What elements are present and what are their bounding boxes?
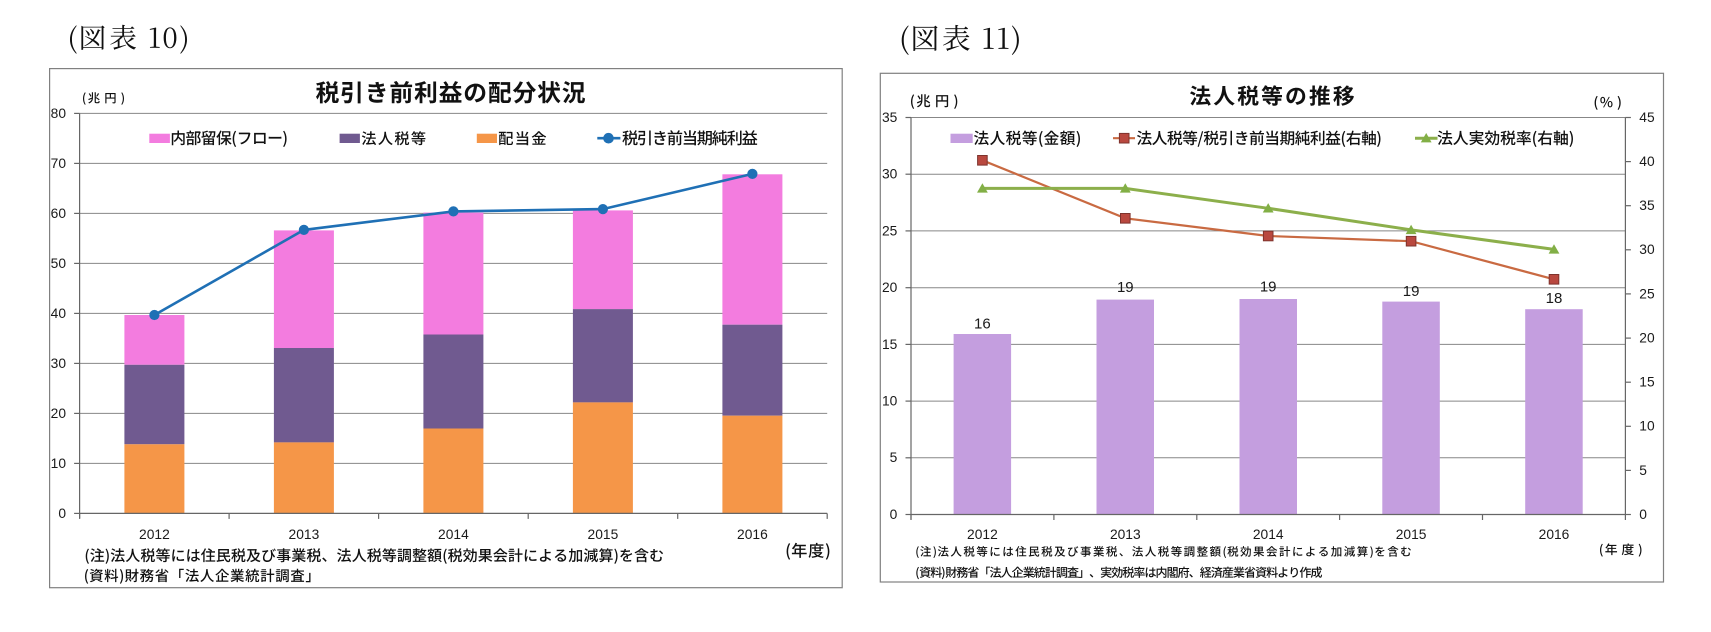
svg-text:2012: 2012 (967, 527, 998, 542)
svg-text:2014: 2014 (438, 527, 469, 542)
svg-text:2013: 2013 (289, 527, 320, 542)
svg-text:35: 35 (1639, 198, 1655, 213)
svg-text:25: 25 (882, 223, 898, 238)
svg-text:25: 25 (1639, 286, 1655, 301)
svg-text:15: 15 (1639, 375, 1655, 390)
svg-text:20: 20 (51, 406, 67, 421)
svg-text:30: 30 (51, 356, 67, 371)
svg-text:0: 0 (1639, 507, 1647, 522)
svg-text:15: 15 (882, 337, 898, 352)
svg-text:50: 50 (51, 256, 67, 271)
svg-text:2013: 2013 (1110, 527, 1141, 542)
svg-text:10: 10 (51, 456, 67, 471)
svg-text:60: 60 (51, 206, 67, 221)
svg-text:5: 5 (890, 450, 898, 465)
svg-text:35: 35 (882, 110, 898, 125)
svg-text:45: 45 (1639, 110, 1655, 125)
svg-text:2015: 2015 (588, 527, 619, 542)
svg-text:20: 20 (882, 280, 898, 295)
svg-text:40: 40 (1639, 154, 1655, 169)
svg-text:40: 40 (51, 306, 67, 321)
svg-text:19: 19 (1260, 278, 1277, 295)
svg-text:20: 20 (1639, 331, 1655, 346)
svg-text:0: 0 (58, 506, 66, 521)
svg-text:10: 10 (1639, 419, 1655, 434)
svg-text:5: 5 (1639, 463, 1647, 478)
svg-text:18: 18 (1546, 290, 1563, 307)
svg-text:30: 30 (1639, 242, 1655, 257)
svg-text:16: 16 (974, 316, 991, 333)
svg-text:10: 10 (882, 394, 898, 409)
svg-text:0: 0 (890, 507, 898, 522)
svg-text:30: 30 (882, 167, 898, 182)
svg-text:2012: 2012 (139, 527, 170, 542)
svg-text:80: 80 (51, 106, 67, 121)
svg-text:19: 19 (1117, 279, 1134, 296)
svg-text:2016: 2016 (737, 527, 768, 542)
svg-text:2014: 2014 (1253, 527, 1284, 542)
svg-text:2016: 2016 (1539, 527, 1570, 542)
svg-text:2015: 2015 (1396, 527, 1427, 542)
svg-text:19: 19 (1403, 283, 1420, 300)
svg-text:70: 70 (51, 156, 67, 171)
